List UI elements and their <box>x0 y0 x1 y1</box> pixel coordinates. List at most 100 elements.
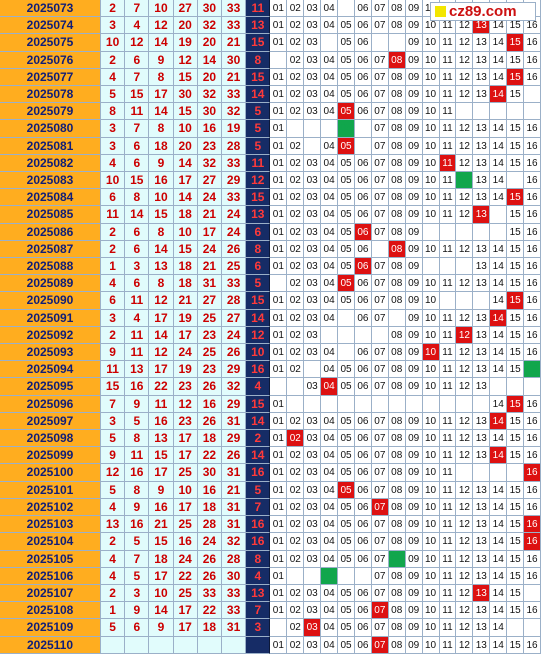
trend-cell <box>490 378 508 396</box>
trend-cell: 16 <box>524 137 541 155</box>
trend-cell: 14 <box>490 68 508 87</box>
trend-cell: 11 <box>439 481 457 499</box>
red-ball: 33 <box>222 154 247 173</box>
trend-cell: 02 <box>287 326 305 345</box>
trend-cell: 11 <box>439 206 457 224</box>
trend-cell: 04 <box>321 584 339 603</box>
red-ball: 22 <box>149 378 174 396</box>
red-ball: 31 <box>197 275 222 293</box>
trend-cell: 05 <box>338 240 355 259</box>
red-ball: 33 <box>222 17 247 35</box>
trend-cell: 06 <box>354 464 372 482</box>
trend-cell: 04 <box>321 361 339 379</box>
red-ball: 17 <box>173 430 198 448</box>
red-ball: 2 <box>101 223 126 241</box>
trend-cell: 04 <box>321 68 339 87</box>
trend-cell: 15 <box>507 309 525 327</box>
red-ball: 16 <box>125 464 150 482</box>
trend-cell: 08 <box>388 0 406 18</box>
trend-cell: 02 <box>287 516 305 534</box>
trend-cell: 07 <box>371 533 389 551</box>
trend-cell: 08 <box>388 602 406 620</box>
issue-number: 2025088 <box>0 258 101 276</box>
trend-cell: 10 <box>422 498 440 517</box>
issue-number: 2025077 <box>0 68 101 87</box>
trend-cell: 16 <box>524 17 541 35</box>
trend-cell: 09 <box>405 172 423 190</box>
trend-cell: 05 <box>338 464 355 482</box>
trend-cell: 16 <box>524 326 541 345</box>
trend-cell: 01 <box>270 172 288 190</box>
hit-cell-green: 12 <box>456 172 474 190</box>
blue-ball: 15 <box>246 189 271 207</box>
trend-cell: 10 <box>422 412 440 431</box>
trend-cell: 10 <box>422 51 440 69</box>
trend-cell: 02 <box>287 636 305 654</box>
trend-cell <box>354 395 372 413</box>
trend-cell <box>439 223 457 241</box>
trend-cell: 13 <box>473 567 491 585</box>
trend-cell: 14 <box>490 120 508 138</box>
trend-cell: 13 <box>473 447 491 465</box>
trend-cell: 08 <box>388 258 406 276</box>
trend-cell: 14 <box>490 344 508 362</box>
trend-cell: 02 <box>287 584 305 603</box>
hit-cell-red: 06 <box>354 223 372 241</box>
trend-cell: 15 <box>507 154 525 173</box>
trend-cell <box>388 309 406 327</box>
trend-cell <box>304 137 322 155</box>
red-ball: 31 <box>222 516 247 534</box>
red-ball: 8 <box>125 189 150 207</box>
trend-cell: 02 <box>287 240 305 259</box>
trend-cell: 09 <box>405 584 423 603</box>
red-ball: 12 <box>101 464 126 482</box>
hit-cell-red: 14 <box>490 447 508 465</box>
trend-cell: 10 <box>422 464 440 482</box>
red-ball: 6 <box>125 240 150 259</box>
red-ball: 26 <box>222 344 247 362</box>
trend-cell: 04 <box>321 154 339 173</box>
red-ball: 32 <box>197 154 222 173</box>
red-ball: 3 <box>101 120 126 138</box>
trend-cell: 09 <box>405 378 423 396</box>
red-ball: 3 <box>101 17 126 35</box>
hit-cell-red: 12 <box>456 326 474 345</box>
trend-cell: 13 <box>473 430 491 448</box>
trend-cell: 01 <box>270 636 288 654</box>
trend-cell: 13 <box>473 258 491 276</box>
trend-cell: 16 <box>524 602 541 620</box>
trend-cell: 11 <box>439 378 457 396</box>
red-ball: 17 <box>149 567 174 585</box>
red-ball: 20 <box>173 137 198 155</box>
red-ball: 14 <box>149 103 174 121</box>
trend-cell: 08 <box>388 137 406 155</box>
trend-cell <box>490 223 508 241</box>
trend-cell: 03 <box>304 326 322 345</box>
red-ball: 9 <box>125 395 150 413</box>
trend-cell: 06 <box>354 154 372 173</box>
red-ball: 4 <box>101 550 126 568</box>
trend-cell <box>338 395 355 413</box>
trend-cell: 07 <box>371 223 389 241</box>
red-ball: 5 <box>125 567 150 585</box>
red-ball: 14 <box>125 206 150 224</box>
trend-cell: 07 <box>371 137 389 155</box>
trend-cell: 02 <box>287 189 305 207</box>
trend-cell <box>354 137 372 155</box>
trend-cell: 14 <box>490 602 508 620</box>
red-ball: 32 <box>222 103 247 121</box>
red-ball: 2 <box>101 51 126 69</box>
trend-cell: 04 <box>321 206 339 224</box>
trend-cell: 03 <box>304 533 322 551</box>
trend-cell: 02 <box>287 137 305 155</box>
site-logo[interactable]: cz89.com <box>430 2 536 21</box>
issue-number: 2025081 <box>0 137 101 155</box>
red-ball: 11 <box>149 395 174 413</box>
trend-cell: 12 <box>456 120 474 138</box>
blue-ball: 7 <box>246 602 271 620</box>
red-ball: 3 <box>101 412 126 431</box>
trend-cell: 03 <box>304 481 322 499</box>
red-ball: 3 <box>101 137 126 155</box>
trend-cell: 05 <box>338 154 355 173</box>
trend-cell: 02 <box>287 0 305 18</box>
